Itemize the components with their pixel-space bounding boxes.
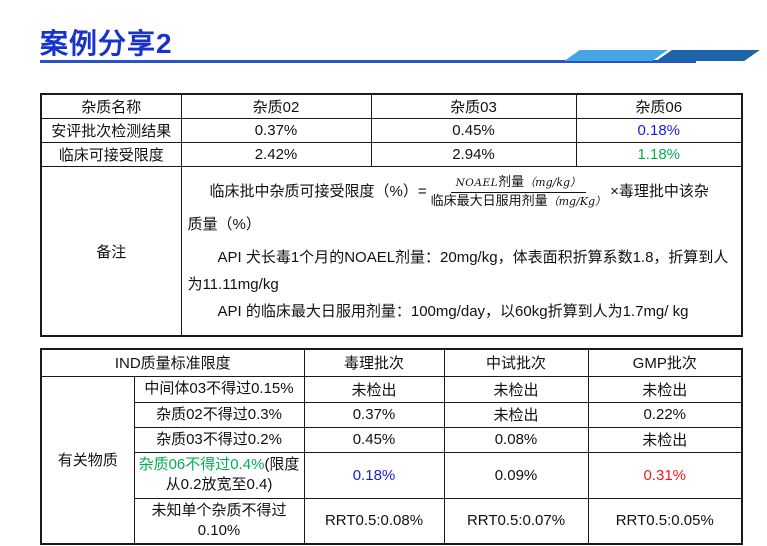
impurity-limits-table: 杂质名称 杂质02 杂质03 杂质06 安评批次检测结果 0.37% 0.45%… <box>40 93 743 337</box>
table-row: 杂质03不得过0.2% 0.45% 0.08% 未检出 <box>41 426 743 454</box>
remarks-paragraph-noael: API 犬长毒1个月的NOAEL剂量：20mg/kg，体表面积折算系数1.8，折… <box>187 248 729 293</box>
cell-value-highlight-green: 1.18% <box>575 142 743 167</box>
table-row: IND质量标准限度 毒理批次 中试批次 GMP批次 <box>40 348 743 377</box>
cell-value: 0.09% <box>443 452 589 499</box>
limit-impurity-06-note: (限度从0.2放宽至0.4) <box>165 456 300 494</box>
cell-value: 未检出 <box>587 426 743 454</box>
table-row: 有关物质 中间体03不得过0.15% 未检出 未检出 未检出 <box>40 375 743 545</box>
cell-value-highlight-blue: 0.18% <box>575 118 743 143</box>
cell-value-highlight-red: 0.31% <box>587 452 743 499</box>
table-row: 临床可接受限度 2.42% 2.94% 1.18% <box>40 142 743 167</box>
cell-value: 0.45% <box>370 118 577 143</box>
cell-value: RRT0.5:0.05% <box>587 497 743 545</box>
formula-lhs: 临床批中杂质可接受限度（%）= <box>209 183 427 201</box>
table-row: 未知单个杂质不得过0.10% RRT0.5:0.08% RRT0.5:0.07%… <box>41 497 743 545</box>
title-underline <box>40 60 696 63</box>
limit-impurity-02: 杂质02不得过0.3% <box>133 401 305 428</box>
cell-value: 未检出 <box>443 401 589 428</box>
limit-intermediate-03: 中间体03不得过0.15% <box>133 375 305 403</box>
cell-value: 未检出 <box>587 375 743 403</box>
cell-value: RRT0.5:0.07% <box>443 497 589 545</box>
table-row: 备注 临床批中杂质可接受限度（%）= NOAEL剂量（mg/kg） 临床最大日服… <box>40 166 743 337</box>
cell-value: 0.37% <box>180 118 372 143</box>
cell-value: 未检出 <box>303 375 445 403</box>
accent-parallelogram-dark <box>656 50 760 61</box>
col-header-impurity-06: 杂质06 <box>575 93 743 119</box>
remarks-content: 临床批中杂质可接受限度（%）= NOAEL剂量（mg/kg） 临床最大日服用剂量… <box>180 166 743 337</box>
table-row: 安评批次检测结果 0.37% 0.45% 0.18% <box>40 118 743 143</box>
formula-numerator: NOAEL剂量（mg/kg） <box>450 174 587 193</box>
remarks-label: 备注 <box>40 166 182 337</box>
formula-rhs: ×毒理批中该杂 <box>610 183 709 201</box>
col-header-impurity-02: 杂质02 <box>180 93 372 119</box>
formula-fraction: NOAEL剂量（mg/kg） 临床最大日服用剂量（mg/Kg） <box>430 174 607 209</box>
limit-unknown-single-impurity: 未知单个杂质不得过0.10% <box>133 497 305 545</box>
col-header-impurity-03: 杂质03 <box>370 93 577 119</box>
cell-value: RRT0.5:0.08% <box>303 497 445 545</box>
limit-impurity-03: 杂质03不得过0.2% <box>133 426 305 454</box>
col-header-ind-spec-limit: IND质量标准限度 <box>40 348 305 377</box>
ind-spec-batches-table: IND质量标准限度 毒理批次 中试批次 GMP批次 有关物质 中间体03不得过0… <box>40 348 743 545</box>
limit-impurity-06: 杂质06不得过0.4%(限度从0.2放宽至0.4) <box>133 452 305 499</box>
cell-value: 2.94% <box>370 142 577 167</box>
table-row: 杂质名称 杂质02 杂质03 杂质06 <box>40 93 743 119</box>
table-row: 杂质06不得过0.4%(限度从0.2放宽至0.4) 0.18% 0.09% 0.… <box>41 452 743 499</box>
row-label-clinical-limit: 临床可接受限度 <box>40 142 182 167</box>
cell-value: 0.45% <box>303 426 445 454</box>
remarks-paragraph-max-dose: API 的临床最大日服用剂量：100mg/day，以60kg折算到人为1.7mg… <box>217 302 689 320</box>
group-label-related-substances: 有关物质 <box>40 375 135 545</box>
col-header-impurity-name: 杂质名称 <box>40 93 182 119</box>
cell-value: 0.22% <box>587 401 743 428</box>
col-header-pilot-batch: 中试批次 <box>443 348 589 377</box>
page-title: 案例分享2 <box>40 28 173 59</box>
col-header-tox-batch: 毒理批次 <box>303 348 445 377</box>
cell-value: 0.37% <box>303 401 445 428</box>
cell-value: 0.08% <box>443 426 589 454</box>
formula-wrap-line: 质量（%） <box>187 215 261 233</box>
cell-value-highlight-blue: 0.18% <box>303 452 445 499</box>
table-row: 杂质02不得过0.3% 0.37% 未检出 0.22% <box>41 401 743 428</box>
formula-denominator: 临床最大日服用剂量（mg/Kg） <box>430 192 607 208</box>
accent-parallelogram-light <box>564 50 668 61</box>
row-label-safety-batch-result: 安评批次检测结果 <box>40 118 182 143</box>
cell-value: 未检出 <box>443 375 589 403</box>
acceptance-limit-formula: 临床批中杂质可接受限度（%）= NOAEL剂量（mg/kg） 临床最大日服用剂量… <box>188 174 736 209</box>
col-header-gmp-batch: GMP批次 <box>587 348 743 377</box>
limit-impurity-06-green-text: 杂质06不得过0.4% <box>138 456 265 473</box>
cell-value: 2.42% <box>180 142 372 167</box>
